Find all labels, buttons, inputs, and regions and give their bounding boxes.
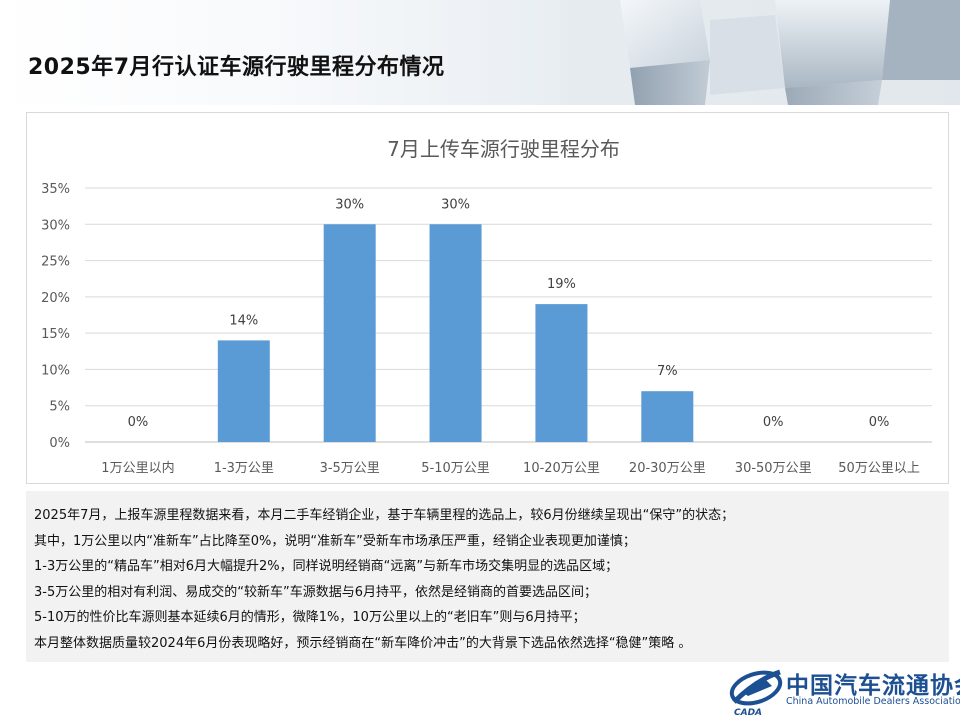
x-tick-label: 1-3万公里	[214, 461, 274, 476]
note-line: 5-10万的性价比车源则基本延续6月的情形，微降1%，10万公里以上的“老旧车”…	[34, 610, 586, 625]
note-line: 2025年7月，上报车源里程数据来看，本月二手车经销企业，基于车辆里程的选品上，…	[34, 508, 735, 523]
x-tick-label: 10-20万公里	[523, 461, 600, 476]
x-tick-label: 20-30万公里	[629, 461, 706, 476]
bar	[535, 304, 588, 442]
chart-frame: 7月上传车源行驶里程分布 0% 5% 10% 15% 20% 25% 30% 35% 0% 1万公里…	[26, 112, 949, 484]
data-label: 19%	[547, 277, 576, 292]
x-tick-label: 1万公里以内	[101, 460, 174, 476]
data-label: 0%	[763, 415, 784, 430]
cada-logo-mark: CADA	[729, 669, 783, 718]
bar	[641, 391, 694, 442]
y-tick-label: 20%	[41, 291, 70, 306]
bar-chart: 7月上传车源行驶里程分布 0% 5% 10% 15% 20% 25% 30% 35% 0% 1万公里…	[41, 137, 932, 476]
bar	[323, 224, 376, 442]
y-tick-label: 25%	[41, 255, 70, 270]
x-tick-label: 5-10万公里	[421, 461, 490, 476]
logo-name-cn: 中国汽车流通协会	[786, 672, 960, 699]
decorative-cubes-image	[560, 0, 960, 105]
x-tick-label: 30-50万公里	[735, 461, 812, 476]
y-tick-label: 30%	[41, 218, 70, 233]
notes-box: 2025年7月，上报车源里程数据来看，本月二手车经销企业，基于车辆里程的选品上，…	[26, 491, 949, 662]
data-label: 14%	[229, 313, 258, 328]
y-tick-label: 15%	[41, 327, 70, 342]
chart-title: 7月上传车源行驶里程分布	[387, 137, 620, 161]
page-title: 2025年7月行认证车源行驶里程分布情况	[28, 55, 445, 80]
data-label: 7%	[657, 364, 678, 379]
note-line: 3-5万公里的相对有利润、易成交的“较新车”车源数据与6月持平，依然是经销商的首…	[34, 584, 597, 600]
y-tick-label: 0%	[49, 436, 70, 451]
cada-logo: CADA 中国汽车流通协会 China Automobile Dealers A…	[728, 660, 960, 720]
logo-mark-text: CADA	[734, 708, 762, 718]
data-label: 0%	[869, 415, 890, 430]
data-label: 30%	[441, 197, 470, 212]
y-tick-label: 5%	[49, 400, 70, 415]
data-label: 30%	[335, 197, 364, 212]
logo-name-en: China Automobile Dealers Association	[786, 696, 960, 707]
y-tick-label: 35%	[41, 182, 70, 197]
bar	[429, 224, 482, 442]
bar	[217, 340, 270, 442]
x-tick-label: 50万公里以上	[838, 461, 920, 476]
note-line: 其中，1万公里以内“准新车”占比降至0%，说明“准新车”受新车市场承压严重，经销…	[34, 533, 636, 549]
note-line: 1-3万公里的“精品车”相对6月大幅提升2%，同样说明经销商“远离”与新车市场交…	[34, 559, 619, 574]
x-tick-label: 3-5万公里	[320, 461, 380, 476]
note-line: 本月整体数据质量较2024年6月份表现略好，预示经销商在“新车降价冲击”的大背景…	[34, 635, 692, 651]
data-label: 0%	[128, 415, 149, 430]
y-tick-label: 10%	[41, 363, 70, 378]
